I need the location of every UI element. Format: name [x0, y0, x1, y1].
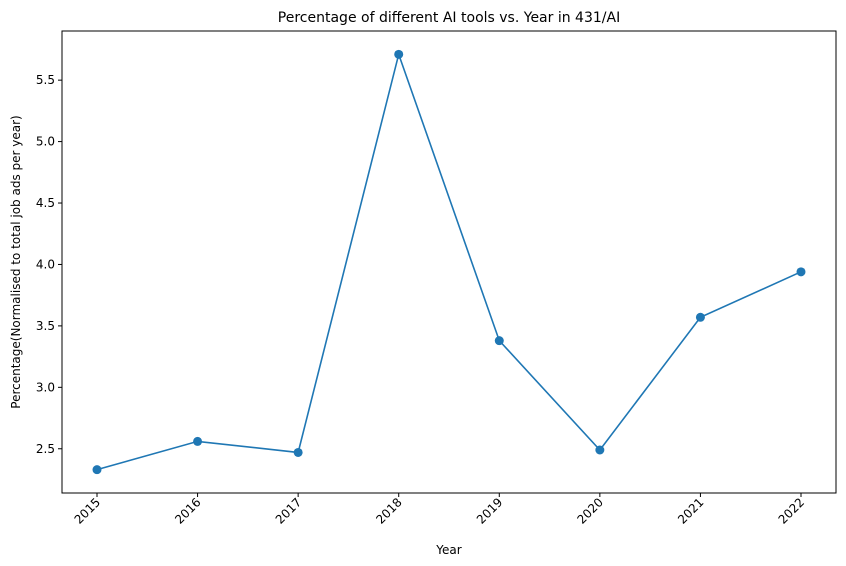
chart-title: Percentage of different AI tools vs. Yea…: [278, 10, 620, 26]
data-point: [193, 436, 203, 446]
data-point: [796, 267, 806, 277]
x-tick-label: 2016: [172, 495, 203, 526]
data-point: [494, 336, 504, 346]
data-point: [595, 445, 605, 455]
y-tick-label: 3.0: [36, 380, 55, 394]
x-tick-label: 2015: [72, 495, 103, 526]
x-tick-label: 2021: [675, 495, 706, 526]
x-axis: 2015 2016 2017 2018 2019 2020 2021 2022: [72, 493, 807, 527]
x-tick-label: 2017: [273, 495, 304, 526]
y-tick-label: 3.5: [36, 319, 55, 333]
data-point: [695, 312, 705, 322]
y-tick-label: 5.0: [36, 135, 55, 149]
data-point: [92, 465, 102, 475]
plot-area: [61, 30, 837, 494]
x-axis-title: Year: [435, 543, 461, 557]
series-layer: [92, 49, 806, 475]
y-axis: 2.5 3.0 3.5 4.0 4.5 5.0 5.5: [36, 73, 62, 456]
x-tick-label: 2022: [776, 495, 807, 526]
y-axis-title: Percentage(Normalised to total job ads p…: [9, 115, 23, 408]
y-tick-label: 4.5: [36, 196, 55, 210]
x-tick-label: 2020: [574, 495, 605, 526]
x-tick-label: 2018: [373, 495, 404, 526]
y-tick-label: 2.5: [36, 442, 55, 456]
data-point: [293, 447, 303, 457]
y-tick-label: 4.0: [36, 257, 55, 271]
series-line: [96, 51, 802, 471]
x-tick-label: 2019: [474, 495, 505, 526]
data-point: [394, 49, 404, 59]
y-tick-label: 5.5: [36, 73, 55, 87]
